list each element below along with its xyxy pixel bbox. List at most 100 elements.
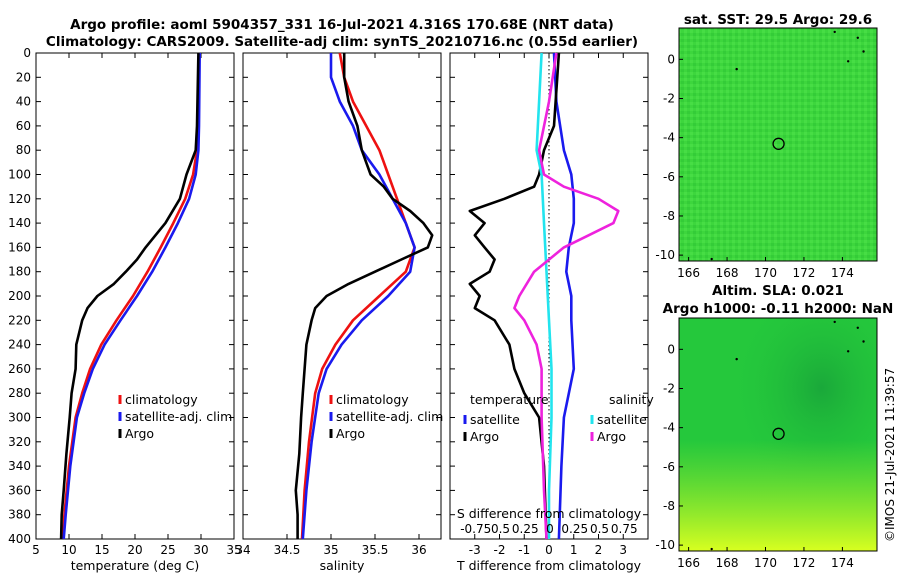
map-y-tick-label: -4 <box>663 131 675 145</box>
y-tick-label: 180 <box>8 265 31 279</box>
legend-label: satellite <box>470 412 520 427</box>
map-y-tick-label: -6 <box>663 170 675 184</box>
y-tick-label: 120 <box>8 192 31 206</box>
legend-label: satellite <box>597 412 647 427</box>
map-x-tick-label: 168 <box>716 266 739 280</box>
top-tick-label: 0.25 <box>561 522 588 536</box>
panel-temperature: 5 10 15 20 25 30 35 0 20 40 60 80 100 120 140 160 180 200… <box>8 46 242 573</box>
sla-map-title: Altim. SLA: 0.021 <box>712 283 844 299</box>
legend-label: Argo <box>125 426 154 441</box>
map-x-tick-label: 172 <box>792 556 815 570</box>
y-tick-label: 380 <box>8 508 31 522</box>
profile-panels: 5 10 15 20 25 30 35020406080100120140160180200… <box>8 46 654 573</box>
top-tick-label: 0.25 <box>512 522 539 536</box>
sla-high-anomaly <box>679 440 877 551</box>
map-y-tick-label: 0 <box>667 342 675 356</box>
y-tick-label: 320 <box>8 435 31 449</box>
figure-title-line1: Argo profile: aoml 5904357_331 16-Jul-20… <box>70 17 614 33</box>
map-y-tick-label: -2 <box>663 91 675 105</box>
x-tick-label: 2 <box>595 543 603 557</box>
island-speck <box>710 257 713 261</box>
x-tick-label: -1 <box>518 543 530 557</box>
y-tick-label: 200 <box>8 289 31 303</box>
x-tick-label: 35 <box>226 543 241 557</box>
map-y-tick-label: -8 <box>663 209 675 223</box>
x-tick-label: -3 <box>469 543 481 557</box>
sst-map: sat. SST: 29.5 Argo: 29.6 166 168 170 172 17… <box>655 12 878 280</box>
y-tick-label: 360 <box>8 483 31 497</box>
island-speck <box>846 60 850 63</box>
y-tick-label: 0 <box>23 46 31 60</box>
map-y-tick-label: -6 <box>663 460 675 474</box>
map-x-tick-label: 170 <box>754 556 777 570</box>
map-frame <box>678 317 878 552</box>
island-speck <box>833 30 836 34</box>
map-x-tick-label: 170 <box>754 266 777 280</box>
map-x-tick-label: 174 <box>831 556 854 570</box>
island-speck <box>856 36 859 39</box>
y-tick-label: 80 <box>16 143 31 157</box>
series-salinity-argo <box>513 52 620 540</box>
y-tick-label: 160 <box>8 240 31 254</box>
sla-map-axes: 166 168 170 172 174 0 -2 -4 -6 -8 -10 <box>655 317 878 570</box>
y-tick-label: 260 <box>8 362 31 376</box>
x-tick-label: 30 <box>193 543 208 557</box>
x-axis-label: temperature (deg C) <box>71 558 200 573</box>
legend-group-title: temperature <box>470 392 549 407</box>
y-tick-label: 100 <box>8 168 31 182</box>
series-temperature-argo <box>468 52 561 540</box>
y-tick-label: 400 <box>8 532 31 546</box>
y-tick-label: 220 <box>8 313 31 327</box>
legend-label: satellite-adj. clim <box>125 409 232 424</box>
y-tick-label: 240 <box>8 338 31 352</box>
island-speck <box>833 320 836 324</box>
x-tick-label: 20 <box>127 543 142 557</box>
legend-label: climatology <box>125 392 198 407</box>
argo-position-marker <box>772 137 785 150</box>
panel-frame <box>242 52 442 540</box>
map-x-tick-label: 172 <box>792 266 815 280</box>
series-salinity-satellite <box>535 52 553 539</box>
panel-difference: -3 -2 -1 0 1 2 3T difference from climatology t… <box>449 52 654 573</box>
x-tick-label: 34.5 <box>274 543 301 557</box>
x-tick-label: 5 <box>32 543 40 557</box>
y-tick-label: 60 <box>16 119 31 133</box>
island-speck <box>846 350 850 353</box>
map-y-tick-label: -2 <box>663 381 675 395</box>
island-speck <box>862 50 865 53</box>
map-x-tick-label: 166 <box>677 556 700 570</box>
series-satellite-adj-clim <box>301 53 416 540</box>
series-argo <box>59 52 200 540</box>
x-tick-label: 35 <box>323 543 338 557</box>
map-frame <box>678 27 878 262</box>
sst-map-axes: 166 168 170 172 174 0 -2 -4 -6 -8 -10 <box>655 27 878 280</box>
map-y-tick-label: -8 <box>663 499 675 513</box>
series-temperature-satellite <box>552 52 576 540</box>
map-y-tick-label: -10 <box>655 248 675 262</box>
y-tick-label: 20 <box>16 70 31 84</box>
island-speck <box>735 67 738 71</box>
island-speck <box>735 357 738 361</box>
y-tick-label: 140 <box>8 216 31 230</box>
argo-position-marker <box>772 427 785 440</box>
series-argo <box>294 53 434 539</box>
x-tick-label: -2 <box>494 543 506 557</box>
top-tick-label: 0.75 <box>611 522 638 536</box>
legend-label: Argo <box>470 429 499 444</box>
sst-map-title: sat. SST: 29.5 Argo: 29.6 <box>684 12 872 28</box>
x-tick-label: 36 <box>411 543 426 557</box>
figure-title-line2: Climatology: CARS2009. Satellite-adj cli… <box>46 34 638 50</box>
x-axis-label: salinity <box>320 558 365 573</box>
legend-label: satellite-adj. clim <box>336 409 443 424</box>
sst-field <box>679 28 877 261</box>
y-tick-label: 280 <box>8 386 31 400</box>
legend-label: Argo <box>597 429 626 444</box>
x-tick-label: 35.5 <box>362 543 389 557</box>
map-x-tick-label: 174 <box>831 266 854 280</box>
imos-watermark: ©IMOS 21-Jul-2021 11:39:57 <box>883 368 897 542</box>
x-tick-label: 1 <box>570 543 578 557</box>
x-tick-label: 3 <box>619 543 627 557</box>
top-axis-label: S difference from climatology <box>457 506 642 521</box>
x-tick-label: 15 <box>94 543 109 557</box>
series-satellite-adj-clim <box>62 52 201 540</box>
